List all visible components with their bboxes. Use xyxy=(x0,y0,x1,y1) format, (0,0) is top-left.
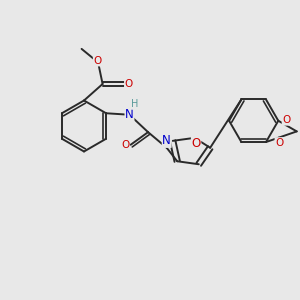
Text: O: O xyxy=(275,138,283,148)
Text: O: O xyxy=(282,115,290,125)
Text: O: O xyxy=(191,137,201,150)
Text: O: O xyxy=(93,56,102,66)
Text: H: H xyxy=(131,99,139,109)
Text: N: N xyxy=(162,134,171,147)
Text: O: O xyxy=(121,140,129,150)
Text: O: O xyxy=(124,79,133,89)
Text: N: N xyxy=(125,108,134,121)
